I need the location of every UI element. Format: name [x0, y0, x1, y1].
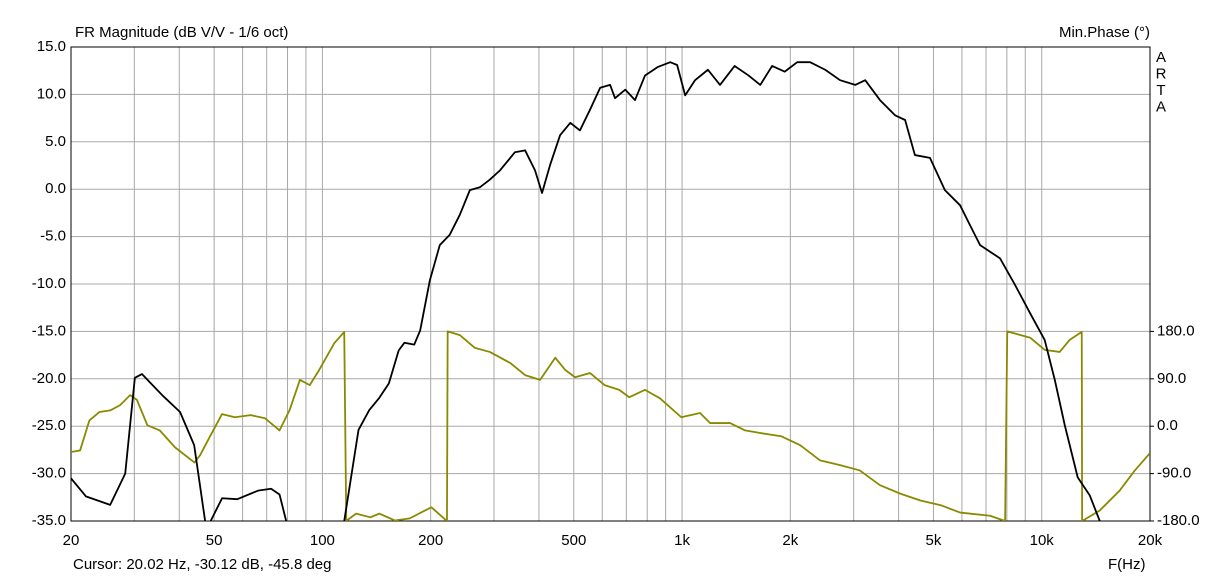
- x-tick-label: 50: [206, 532, 223, 549]
- y-tick-label: 0.0: [45, 180, 66, 197]
- x-tick-label: 100: [310, 532, 335, 549]
- series-line: [71, 61, 1101, 521]
- side-label-letter: R: [1156, 65, 1167, 82]
- y-tick-label: -35.0: [32, 512, 66, 529]
- x-tick-label: 5k: [926, 532, 942, 549]
- x-tick-label: 10k: [1030, 532, 1055, 549]
- y-tick-label: 15.0: [37, 38, 66, 55]
- plot-frame: [70, 46, 1151, 522]
- y2-tick-label: -90.0: [1157, 465, 1191, 482]
- y2-tick-label: -180.0: [1157, 512, 1200, 529]
- x-tick-label: 20k: [1138, 532, 1163, 549]
- y-tick-label: 10.0: [37, 85, 66, 102]
- y-tick-label: 5.0: [45, 133, 66, 150]
- y2-tick-label: 180.0: [1157, 322, 1195, 339]
- chart-title: FR Magnitude (dB V/V - 1/6 oct): [75, 24, 288, 41]
- x-axis-label: F(Hz): [1108, 556, 1146, 573]
- y2-tick-label: 0.0: [1157, 417, 1178, 434]
- x-tick-label: 200: [418, 532, 443, 549]
- x-tick-label: 1k: [674, 532, 690, 549]
- x-tick-label: 20: [63, 532, 80, 549]
- side-label-letter: T: [1156, 82, 1165, 99]
- plot-area: [71, 61, 1150, 521]
- x-tick-label: 2k: [782, 532, 798, 549]
- y-tick-label: -15.0: [32, 322, 66, 339]
- y2-tick-label: 90.0: [1157, 370, 1186, 387]
- y-tick-label: -20.0: [32, 370, 66, 387]
- y-tick-label: -10.0: [32, 275, 66, 292]
- y-tick-label: -30.0: [32, 465, 66, 482]
- series-line: [71, 330, 1150, 521]
- y-tick-label: -5.0: [40, 228, 66, 245]
- x-tick-label: 500: [561, 532, 586, 549]
- side-label-letter: A: [1156, 49, 1166, 66]
- y2-axis-label: Min.Phase (°): [1059, 24, 1150, 41]
- y-tick-label: -25.0: [32, 417, 66, 434]
- side-label-letter: A: [1156, 98, 1166, 115]
- cursor-readout: Cursor: 20.02 Hz, -30.12 dB, -45.8 deg: [73, 556, 331, 573]
